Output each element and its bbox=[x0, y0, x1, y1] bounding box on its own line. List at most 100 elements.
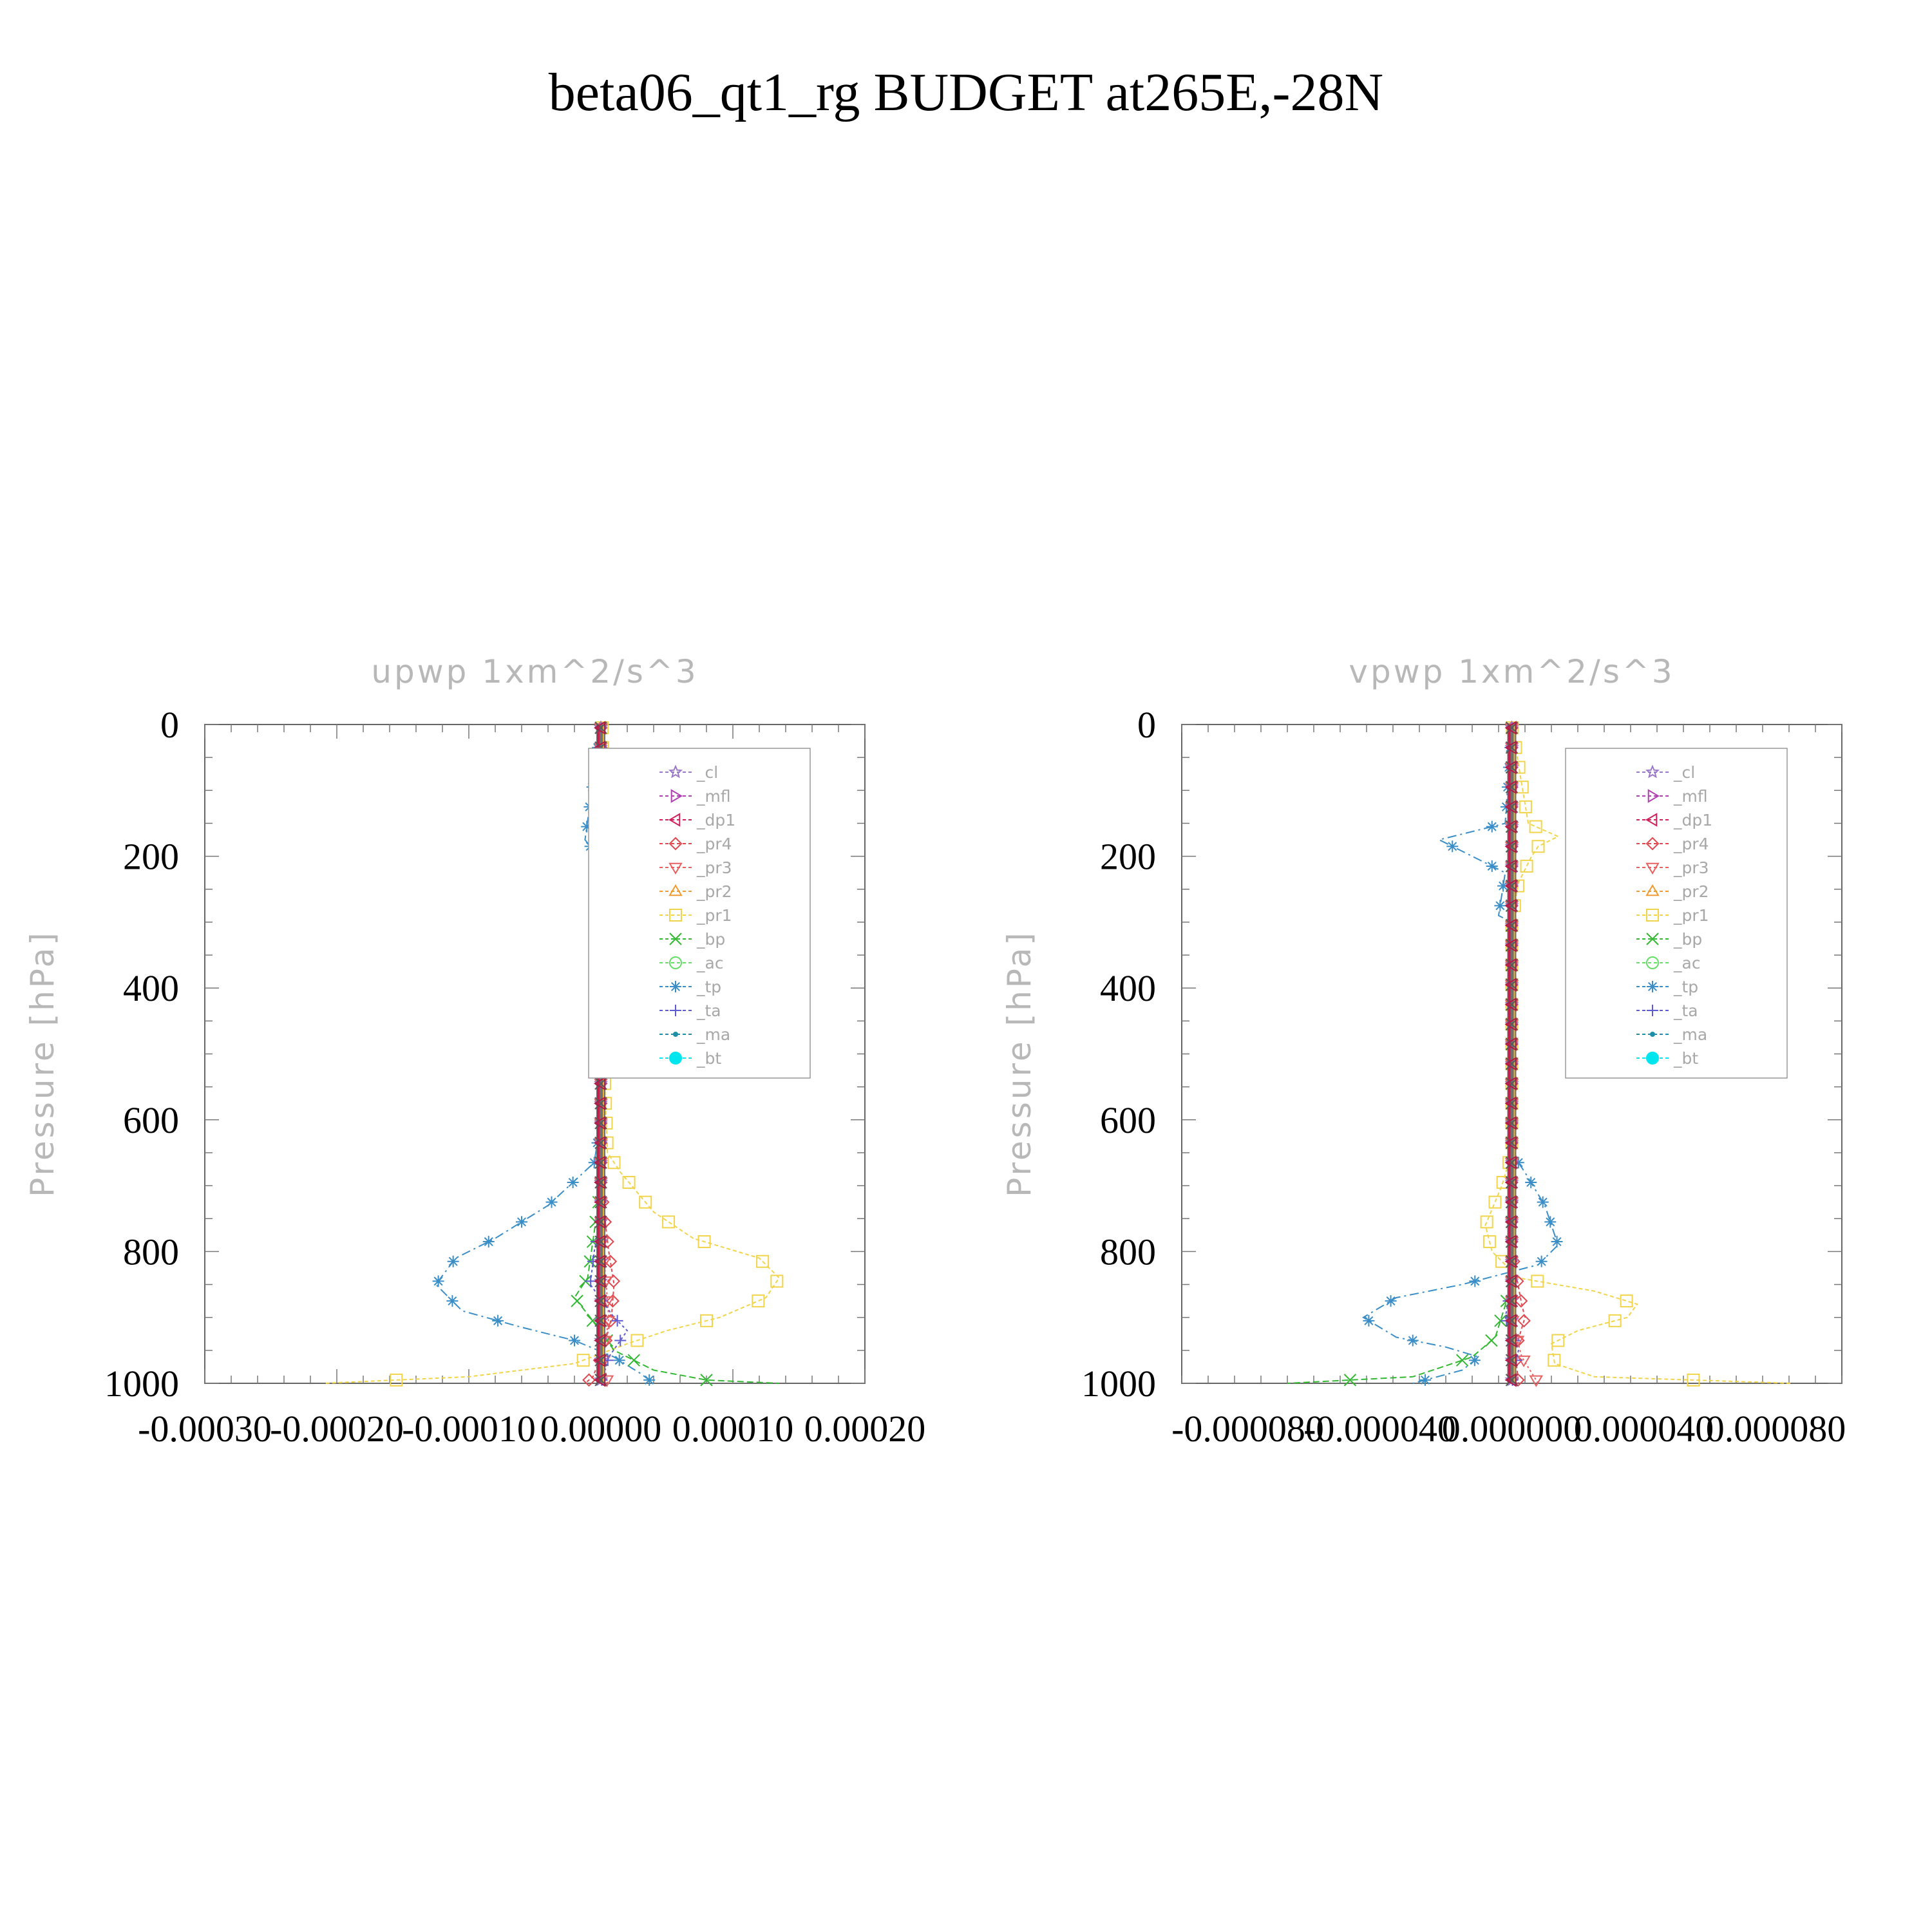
data-point bbox=[1537, 1196, 1549, 1208]
legend-marker bbox=[669, 933, 682, 945]
data-point bbox=[630, 1334, 644, 1347]
zero-column-marker bbox=[594, 1353, 606, 1367]
zero-column-marker bbox=[1504, 1333, 1517, 1348]
data-point bbox=[613, 1354, 625, 1367]
legend-item-bp: _bp bbox=[659, 930, 725, 949]
zero-column bbox=[1504, 721, 1519, 1387]
data-point bbox=[700, 1314, 713, 1327]
data-point bbox=[1363, 1314, 1375, 1327]
data-point bbox=[1482, 1235, 1496, 1249]
data-point bbox=[1343, 1374, 1357, 1387]
legend-label: _cl bbox=[1673, 763, 1695, 782]
data-point bbox=[1531, 840, 1545, 853]
zero-column-marker bbox=[1504, 998, 1517, 1012]
zero-column-marker bbox=[1504, 1314, 1517, 1328]
legend-marker bbox=[668, 813, 681, 827]
x-tick-label: -0.00030 bbox=[138, 1408, 272, 1450]
legend-label: _bt bbox=[1673, 1049, 1698, 1068]
zero-column-marker bbox=[1504, 1353, 1517, 1367]
legend-marker bbox=[1646, 1052, 1659, 1065]
zero-column-marker bbox=[1504, 741, 1517, 755]
data-point bbox=[1620, 1294, 1633, 1308]
legend-marker bbox=[1645, 884, 1660, 896]
x-tick-label: 0.000080 bbox=[1706, 1408, 1846, 1450]
legend-label: _ta bbox=[1673, 1001, 1698, 1020]
panel-title: vpwp 1xm^2/s^3 bbox=[1349, 653, 1674, 690]
y-tick-label: 1000 bbox=[1081, 1363, 1156, 1405]
data-point bbox=[1486, 860, 1498, 872]
data-point bbox=[446, 1295, 459, 1307]
legend: _cl _mfl _dp1 _pr4 _pr3 _pr2 _pr1 _bp _ac _tp _ta _… bbox=[1565, 748, 1788, 1079]
data-point bbox=[770, 1274, 784, 1288]
data-point bbox=[697, 1235, 711, 1249]
zero-column-marker bbox=[594, 1135, 606, 1150]
legend-label: _bp bbox=[1673, 930, 1702, 949]
data-point bbox=[1494, 1314, 1507, 1327]
data-point bbox=[1608, 1314, 1622, 1327]
zero-column-marker bbox=[1504, 1076, 1517, 1091]
data-point bbox=[569, 1334, 580, 1347]
legend-marker bbox=[669, 1052, 682, 1065]
x-tick-label: -0.00020 bbox=[270, 1408, 404, 1450]
zero-column-marker bbox=[1504, 1235, 1517, 1249]
data-point bbox=[606, 1294, 620, 1308]
legend-item-pr4: _pr4 bbox=[1636, 835, 1709, 853]
x-tick-label: 0.000000 bbox=[1442, 1408, 1582, 1450]
series-line-tp bbox=[1361, 724, 1559, 1384]
data-point bbox=[567, 1176, 579, 1188]
zero-column-marker bbox=[1504, 1195, 1517, 1209]
data-point bbox=[1531, 1274, 1544, 1288]
legend-marker bbox=[670, 789, 683, 803]
legend-item-cl: _cl bbox=[659, 763, 718, 782]
x-tick-label: 0.00000 bbox=[540, 1408, 662, 1450]
legend-label: _bt bbox=[696, 1049, 721, 1068]
zero-column-marker bbox=[594, 1333, 606, 1348]
y-tick-label: 800 bbox=[1100, 1231, 1156, 1273]
legend-item-pr1: _pr1 bbox=[1636, 906, 1709, 925]
data-point bbox=[639, 1195, 652, 1209]
zero-column-marker bbox=[594, 1314, 606, 1328]
data-point bbox=[582, 1373, 596, 1387]
y-tick-label: 200 bbox=[1100, 836, 1156, 878]
legend-marker bbox=[1647, 981, 1658, 992]
zero-column-marker bbox=[1504, 1037, 1517, 1051]
zero-column-marker bbox=[1504, 721, 1517, 735]
legend-marker bbox=[668, 764, 683, 779]
legend-label: _tp bbox=[1673, 978, 1698, 996]
legend-label: _bp bbox=[696, 930, 725, 949]
data-point bbox=[607, 1274, 621, 1288]
legend-marker bbox=[1645, 813, 1658, 827]
data-point bbox=[1494, 900, 1506, 912]
legend-marker bbox=[1646, 909, 1659, 922]
data-point bbox=[1535, 1255, 1548, 1267]
legend-label: _pr2 bbox=[1673, 882, 1709, 901]
zero-column-marker bbox=[1504, 1135, 1517, 1150]
zero-column-marker bbox=[594, 1254, 606, 1269]
legend-item-bt: _bt bbox=[659, 1049, 721, 1068]
y-tick-label: 400 bbox=[1100, 967, 1156, 1009]
data-point bbox=[1469, 1275, 1481, 1287]
zero-column-marker bbox=[1504, 1373, 1517, 1387]
legend-item-ma: _ma bbox=[659, 1025, 730, 1044]
zero-column-marker bbox=[594, 1096, 606, 1110]
legend-label: _ma bbox=[1673, 1025, 1707, 1044]
legend-marker bbox=[668, 837, 683, 851]
zero-column-marker bbox=[1504, 958, 1517, 972]
data-point bbox=[643, 1374, 656, 1386]
legend-label: _pr2 bbox=[696, 882, 732, 901]
zero-column-marker bbox=[1504, 780, 1517, 794]
zero-column-marker bbox=[1504, 1294, 1517, 1308]
legend-marker bbox=[1645, 862, 1660, 875]
legend-item-tp: _tp bbox=[1636, 978, 1698, 996]
legend-label: _dp1 bbox=[1673, 811, 1712, 829]
legend-item-ta: _ta bbox=[659, 1001, 721, 1020]
data-point bbox=[1551, 1334, 1565, 1347]
legend-marker bbox=[668, 884, 683, 896]
data-point bbox=[1687, 1373, 1700, 1387]
legend-marker bbox=[1646, 933, 1659, 945]
zero-column-marker bbox=[594, 1195, 606, 1209]
legend-box bbox=[1565, 748, 1788, 1079]
data-point bbox=[756, 1255, 770, 1268]
legend-label: _pr3 bbox=[1673, 858, 1709, 877]
zero-column-marker bbox=[1504, 1057, 1517, 1071]
